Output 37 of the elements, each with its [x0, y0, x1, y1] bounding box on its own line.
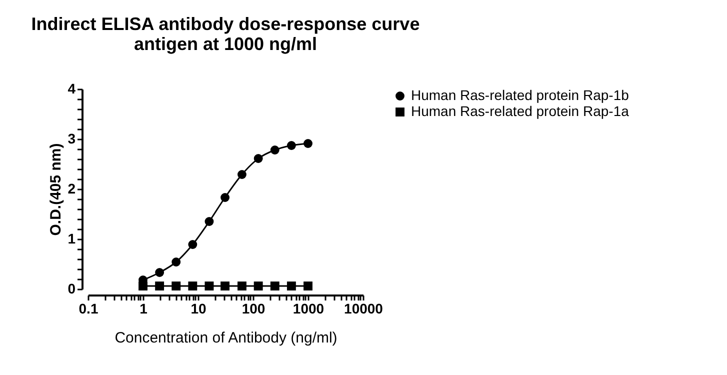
- x-tick-label: 0.1: [78, 300, 98, 316]
- y-tick-label: 2: [68, 180, 76, 196]
- legend-label: Human Ras-related protein Rap-1a: [411, 103, 630, 119]
- y-tick-label: 1: [68, 230, 76, 246]
- x-axis-title: Concentration of Antibody (ng/ml): [114, 330, 338, 346]
- point: [270, 282, 280, 290]
- point: [188, 282, 198, 290]
- point: [304, 282, 312, 290]
- point: [220, 282, 230, 290]
- x-tick-label: 10000: [344, 300, 384, 316]
- x-tick-label: 1: [140, 300, 148, 316]
- point: [237, 170, 246, 179]
- point: [188, 240, 198, 249]
- point: [204, 282, 214, 290]
- y-tick-label: 0: [68, 280, 76, 296]
- point: [254, 282, 263, 290]
- point: [270, 146, 280, 154]
- x-tick-label: 1000: [292, 300, 324, 316]
- point: [254, 154, 263, 163]
- point: [172, 282, 181, 290]
- point: [220, 193, 230, 202]
- legend-label: Human Ras-related protein Rap-1b: [411, 87, 630, 103]
- y-tick-label: 3: [68, 130, 76, 146]
- point: [204, 217, 214, 226]
- point: [286, 141, 296, 150]
- x-tick-label: 100: [242, 300, 266, 316]
- point: [138, 282, 148, 290]
- y-axis-title: O.D.(405 nm): [48, 143, 65, 236]
- point: [155, 282, 164, 290]
- point: [155, 268, 164, 277]
- y-tick-label: 4: [68, 80, 76, 96]
- point: [286, 282, 296, 290]
- point: [172, 258, 181, 266]
- point: [237, 282, 246, 290]
- point: [304, 139, 312, 148]
- x-tick-label: 10: [190, 300, 206, 316]
- chart-title: Indirect ELISA antibody dose-response curve antigen at 1000 ng/ml: [31, 14, 420, 54]
